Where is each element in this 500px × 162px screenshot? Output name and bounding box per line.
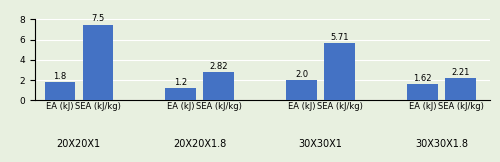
- Bar: [166, 88, 196, 100]
- Text: 30X30X1.8: 30X30X1.8: [415, 139, 468, 149]
- Text: 2.0: 2.0: [295, 70, 308, 79]
- Text: 7.5: 7.5: [91, 14, 104, 23]
- Bar: [286, 80, 317, 100]
- Bar: [324, 43, 355, 100]
- Text: 1.8: 1.8: [53, 72, 66, 81]
- Text: 30X30X1: 30X30X1: [298, 139, 343, 149]
- Bar: [44, 82, 75, 100]
- Text: 2.82: 2.82: [210, 62, 228, 71]
- Bar: [446, 78, 476, 100]
- Text: 5.71: 5.71: [330, 33, 349, 42]
- Bar: [82, 24, 113, 100]
- Text: 20X20X1: 20X20X1: [56, 139, 101, 149]
- Text: 2.21: 2.21: [452, 68, 469, 77]
- Bar: [204, 72, 234, 100]
- Bar: [407, 84, 438, 100]
- Text: 1.62: 1.62: [413, 74, 432, 83]
- Text: 20X20X1.8: 20X20X1.8: [173, 139, 227, 149]
- Text: 1.2: 1.2: [174, 78, 187, 87]
